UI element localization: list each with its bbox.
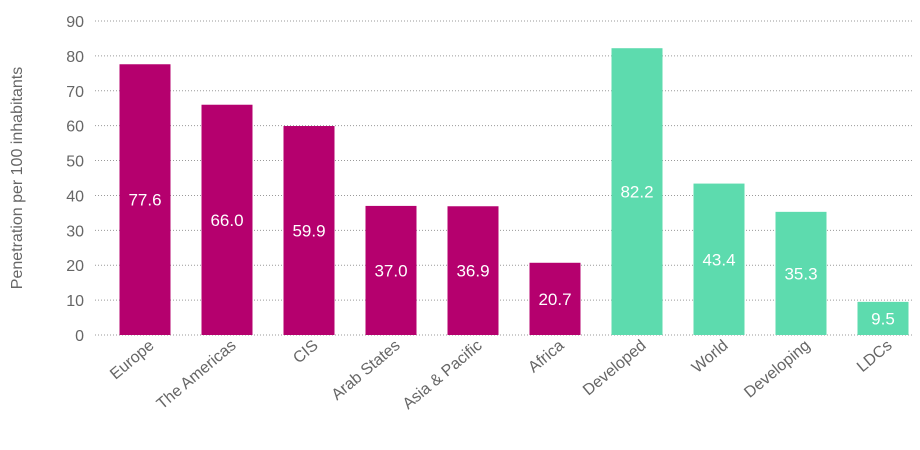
x-category-label: World xyxy=(689,337,732,377)
bar-value-label: 35.3 xyxy=(784,264,817,283)
bar-value-label: 77.6 xyxy=(128,191,161,210)
bar-europe xyxy=(119,64,171,336)
x-category-label: The Americas xyxy=(154,337,240,413)
x-category-label: Developed xyxy=(580,337,650,399)
x-category-label: LDCs xyxy=(854,337,896,376)
y-tick-label: 50 xyxy=(66,154,84,171)
bar-value-label: 82.2 xyxy=(620,183,653,202)
y-axis-title: Penetration per 100 inhabitants xyxy=(9,67,26,289)
bar-world xyxy=(693,183,745,335)
y-tick-label: 10 xyxy=(66,293,84,310)
x-category-label: Africa xyxy=(525,337,567,376)
value-labels: 77.6 66.0 59.9 37.0 36.9 20.7 82.2 43.4 35.3 9.5 xyxy=(128,183,894,329)
bar-value-label: 20.7 xyxy=(538,290,571,309)
y-tick-label: 70 xyxy=(66,84,84,101)
bar-value-label: 59.9 xyxy=(292,222,325,241)
bar-value-label: 37.0 xyxy=(374,261,407,280)
bar-value-label: 9.5 xyxy=(871,309,895,328)
bar-arab-states xyxy=(365,205,417,335)
x-category-label: Europe xyxy=(107,337,158,383)
x-category-label: Arab States xyxy=(329,337,404,404)
y-tick-label: 40 xyxy=(66,188,84,205)
y-tick-label: 30 xyxy=(66,223,84,240)
bar-developing xyxy=(775,211,827,335)
bar-africa xyxy=(529,262,581,335)
bar-value-label: 43.4 xyxy=(702,250,735,269)
bar-asia-pacific xyxy=(447,206,499,335)
gridlines xyxy=(95,20,912,336)
x-category-label: Asia & Pacific xyxy=(400,337,486,413)
bar-the-americas xyxy=(201,104,253,335)
bar-value-label: 36.9 xyxy=(456,262,489,281)
bar-value-label: 66.0 xyxy=(210,211,243,230)
bar-cis xyxy=(283,126,335,335)
y-tick-label: 90 xyxy=(66,14,84,31)
y-tick-label: 60 xyxy=(66,119,84,136)
bars xyxy=(119,48,909,336)
x-category-label: Developing xyxy=(741,337,813,401)
y-axis-ticks: 0 10 20 30 40 50 60 70 80 90 xyxy=(66,14,84,345)
y-tick-label: 80 xyxy=(66,49,84,66)
x-category-label: CIS xyxy=(290,337,321,367)
bar-developed xyxy=(611,48,663,336)
bar-ldcs xyxy=(857,301,909,335)
y-tick-label: 0 xyxy=(75,328,84,345)
y-tick-label: 20 xyxy=(66,258,84,275)
